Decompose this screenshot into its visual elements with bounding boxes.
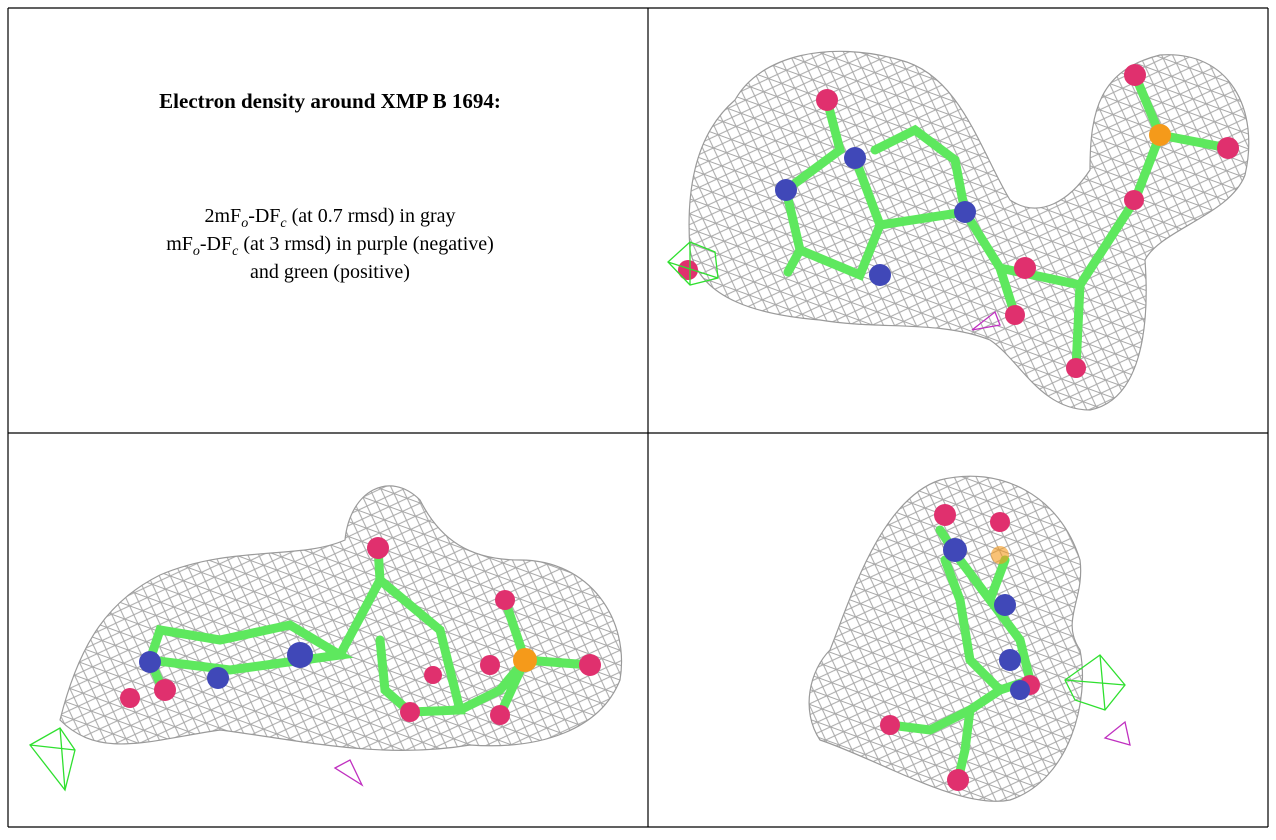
text-run: -DF	[200, 233, 232, 255]
table-grid	[7, 7, 1269, 828]
text-run: (at 3 rmsd) in purple (negative)	[238, 233, 493, 255]
legend-line: and green (positive)	[250, 261, 410, 283]
legend-line: 2mFo-DFc (at 0.7 rmsd) in gray	[205, 205, 456, 231]
text-run: -DF	[248, 205, 280, 227]
text-run: 2mF	[205, 205, 242, 227]
text-run: mF	[166, 233, 193, 255]
density-view-3	[808, 475, 1131, 802]
subscript: c	[280, 216, 287, 231]
caption-title: Electron density around XMP B 1694:	[159, 89, 501, 113]
text-run: (at 0.7 rmsd) in gray	[287, 205, 456, 227]
legend-line: mFo-DFc (at 3 rmsd) in purple (negative)	[166, 233, 494, 259]
subscript: c	[232, 244, 239, 259]
density-view-2	[29, 485, 622, 792]
subscript: o	[241, 216, 248, 231]
subscript: o	[193, 244, 200, 259]
density-view-1	[667, 50, 1250, 411]
